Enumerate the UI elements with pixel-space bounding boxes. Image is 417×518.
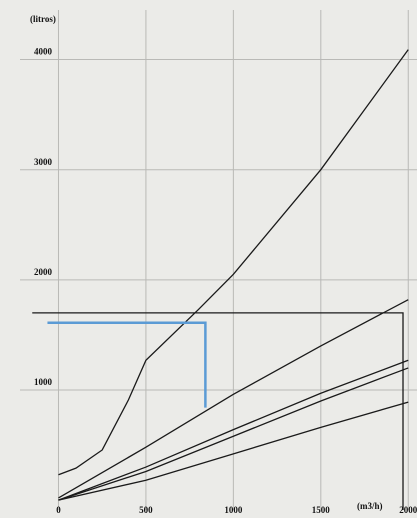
- y-axis-label: (litros): [30, 14, 56, 24]
- series-line: [47, 321, 207, 408]
- y-tick-label: 4000: [34, 47, 53, 57]
- x-tick-label: 1500: [312, 505, 331, 515]
- series-line: [58, 359, 409, 501]
- x-tick-label: 1000: [224, 505, 243, 515]
- series-line: [32, 312, 404, 510]
- y-tick-label: 3000: [34, 157, 53, 167]
- series-line: [58, 401, 409, 501]
- x-tick-label: 0: [56, 505, 61, 515]
- series-line: [58, 49, 409, 476]
- x-tick-label: 500: [139, 505, 153, 515]
- series-line: [58, 367, 409, 501]
- y-tick-label: 2000: [34, 267, 53, 277]
- series-line: [58, 299, 409, 499]
- y-tick-label: 1000: [34, 377, 53, 387]
- x-tick-label: 2000: [399, 505, 417, 515]
- x-axis-label: (m3/h): [357, 501, 383, 511]
